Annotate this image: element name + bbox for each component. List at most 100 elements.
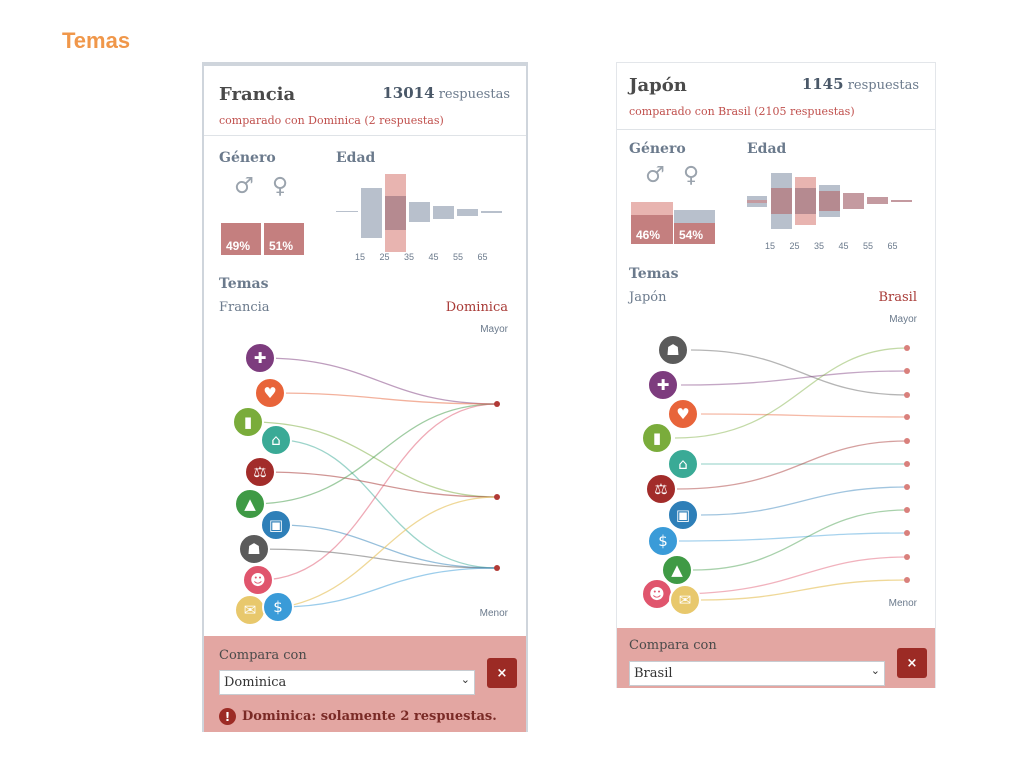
topic-link (277, 439, 498, 569)
rank-dot (904, 530, 910, 536)
chevron-down-icon: ⌄ (870, 664, 880, 677)
health-cross-icon[interactable]: ✚ (244, 342, 276, 374)
topics-left-label: Francia (219, 300, 270, 315)
topic-link (255, 548, 498, 569)
rank-dot (494, 565, 500, 571)
slide-title: Temas (62, 28, 131, 53)
mayor-label: Mayor (889, 314, 917, 325)
envelope-icon[interactable]: ✉ (234, 594, 266, 626)
age-tick: 45 (428, 252, 439, 262)
remove-comparison-button[interactable]: × (487, 658, 517, 688)
topics-left-label: Japón (629, 290, 667, 305)
country-card-francia: Francia 13014 respuestas comparado con D… (202, 62, 528, 732)
gender-title: Género (629, 141, 686, 157)
topics-title: Temas (629, 266, 679, 282)
topic-link (261, 471, 498, 498)
responses-number: 1145 (801, 75, 844, 93)
envelope-icon[interactable]: ✉ (669, 584, 701, 616)
briefcase-icon[interactable]: ▣ (667, 499, 699, 531)
topic-link (700, 579, 908, 601)
topic-link (249, 421, 498, 498)
country-title: Japón (629, 75, 687, 96)
age-tick: 65 (887, 241, 898, 251)
age-tick: 65 (477, 252, 488, 262)
age-bar (361, 188, 382, 238)
age-bar (481, 211, 502, 213)
responses-count: 1145 respuestas (802, 75, 919, 93)
rank-dot (904, 484, 910, 490)
topics-title: Temas (219, 276, 269, 292)
justice-scales-icon[interactable]: ⚖ (244, 456, 276, 488)
health-cross-icon[interactable]: ✚ (647, 369, 679, 401)
age-bar (843, 193, 864, 209)
rank-dot (904, 461, 910, 467)
rank-dot (904, 554, 910, 560)
responses-number: 13014 (382, 84, 435, 102)
people-icon[interactable]: ☻ (641, 578, 673, 610)
rank-dot (494, 494, 500, 500)
chevron-down-icon: ⌄ (460, 673, 470, 686)
rank-dot (494, 401, 500, 407)
compare-select[interactable]: Brasil ⌄ (629, 661, 885, 686)
briefcase-icon[interactable]: ▣ (260, 509, 292, 541)
age-tick: 15 (355, 252, 366, 262)
topic-link (674, 347, 908, 439)
topic-link (700, 486, 908, 516)
runner-icon[interactable]: ☗ (238, 533, 270, 565)
age-tick: 15 (765, 241, 776, 251)
money-icon[interactable]: $ (262, 591, 294, 623)
responses-word: respuestas (847, 78, 919, 93)
female-percentage-bar: 51% (264, 223, 304, 255)
house-icon[interactable]: ⌂ (667, 448, 699, 480)
responses-word: respuestas (438, 87, 510, 102)
topic-link (676, 440, 908, 490)
female-percentage: 51% (269, 239, 294, 253)
male-percentage-bar: 49% (221, 223, 261, 255)
comparison-subtitle: comparado con Brasil (2105 respuestas) (629, 105, 855, 118)
age-tick: 35 (814, 241, 825, 251)
age-bar (819, 191, 840, 211)
rank-dot (904, 507, 910, 513)
age-tick: 25 (789, 241, 800, 251)
age-bar (385, 196, 406, 230)
topics-link-chart (672, 345, 910, 601)
topic-link (690, 349, 908, 396)
tree-icon[interactable]: ▲ (234, 488, 266, 520)
female-percentage-bar: 54% (674, 223, 715, 244)
compare-select[interactable]: Dominica ⌄ (219, 670, 475, 695)
topic-link (678, 532, 908, 542)
menor-label: Menor (888, 598, 917, 609)
age-title: Edad (747, 141, 787, 157)
house-icon[interactable]: ⌂ (260, 424, 292, 456)
rank-dot (904, 414, 910, 420)
close-icon: × (906, 655, 918, 671)
heart-icon[interactable]: ♥ (254, 377, 286, 409)
topics-right-label: Brasil (878, 290, 917, 305)
heart-icon[interactable]: ♥ (667, 398, 699, 430)
age-tick: 55 (863, 241, 874, 251)
topic-link (261, 357, 498, 405)
age-title: Edad (336, 150, 376, 166)
card-header: Francia 13014 respuestas comparado con D… (204, 66, 526, 136)
compare-select-value: Brasil (634, 666, 673, 681)
people-icon[interactable]: ☻ (242, 564, 274, 596)
justice-scales-icon[interactable]: ⚖ (645, 473, 677, 505)
mayor-label: Mayor (480, 324, 508, 335)
rank-dot (904, 577, 910, 583)
age-axis-ticks: 15 25 35 45 55 65 (765, 241, 912, 251)
age-tick: 35 (404, 252, 415, 262)
age-axis-ticks: 15 25 35 45 55 65 (355, 252, 502, 262)
remove-comparison-button[interactable]: × (897, 648, 927, 678)
gender-title: Género (219, 150, 276, 166)
female-symbol-icon: ♀ (272, 174, 289, 199)
runner-icon[interactable]: ☗ (657, 334, 689, 366)
book-icon[interactable]: ▮ (641, 422, 673, 454)
age-bar (409, 202, 430, 222)
male-percentage-bar: 46% (631, 215, 673, 244)
compare-select-value: Dominica (224, 675, 287, 690)
book-icon[interactable]: ▮ (232, 406, 264, 438)
topic-link (259, 403, 498, 581)
topic-link (692, 509, 908, 571)
money-icon[interactable]: $ (647, 525, 679, 557)
warning-text: Dominica: solamente 2 respuestas. (242, 709, 497, 724)
